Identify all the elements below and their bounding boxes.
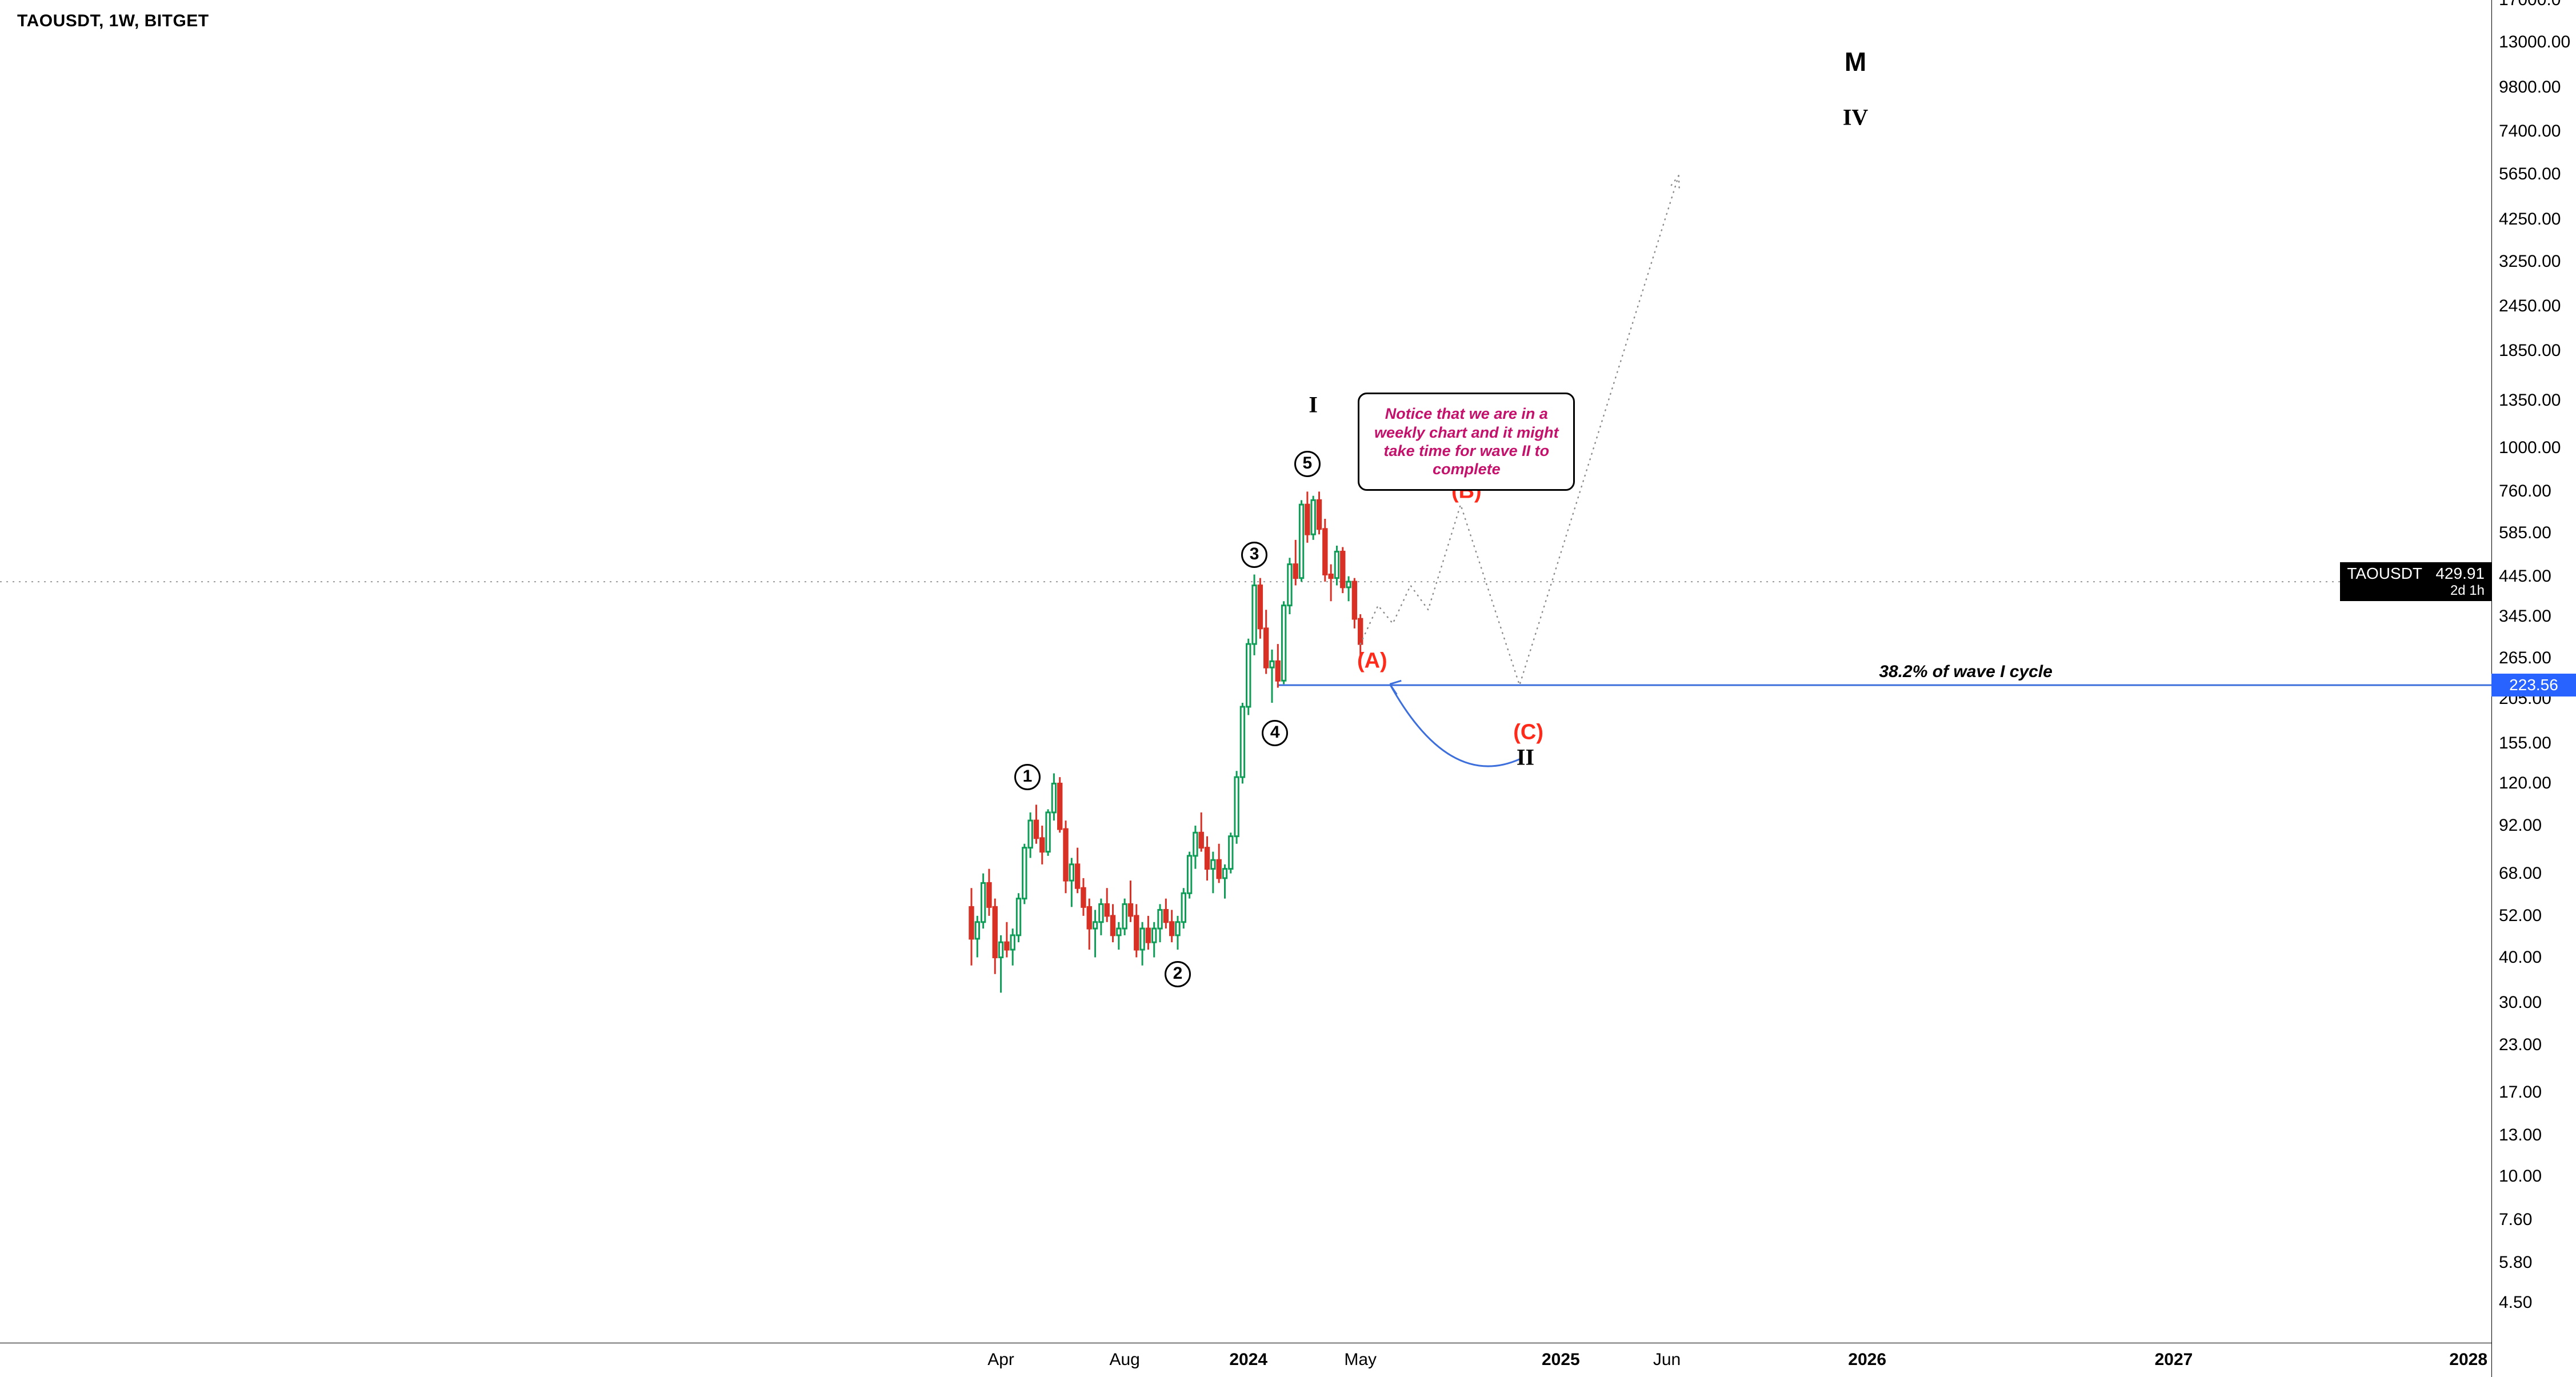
fib-line-label: 38.2% of wave I cycle — [1879, 662, 2053, 682]
y-tick: 68.00 — [2499, 864, 2542, 883]
y-tick: 4250.00 — [2499, 210, 2561, 229]
y-tick: 7.60 — [2499, 1210, 2532, 1230]
current-price-badge: TAOUSDT 429.91 2d 1h — [2340, 562, 2491, 601]
wave-label-3: 3 — [1241, 542, 1267, 568]
y-tick: 13.00 — [2499, 1126, 2542, 1145]
annotation-callout: Notice that we are in a weekly chart and… — [1358, 393, 1575, 491]
x-tick: Apr — [987, 1350, 1014, 1370]
wave-label-II: II — [1517, 743, 1534, 770]
y-tick: 40.00 — [2499, 948, 2542, 967]
wave-label-IV: IV — [1843, 104, 1868, 131]
y-tick: 1850.00 — [2499, 341, 2561, 361]
y-tick: 585.00 — [2499, 523, 2551, 543]
x-tick: May — [1344, 1350, 1377, 1370]
y-tick: 92.00 — [2499, 816, 2542, 835]
y-tick: 1000.00 — [2499, 438, 2561, 458]
wave-label-4: 4 — [1262, 720, 1288, 746]
x-tick: 2026 — [1848, 1350, 1886, 1370]
wave-label-5: 5 — [1294, 451, 1321, 477]
x-tick: 2028 — [2449, 1350, 2487, 1370]
y-tick: 17000.0 — [2499, 0, 2561, 10]
wave-label-C: (C) — [1513, 720, 1543, 744]
badge-countdown: 2d 1h — [2347, 583, 2485, 599]
x-tick: 2025 — [1542, 1350, 1580, 1370]
y-tick: 2450.00 — [2499, 297, 2561, 316]
y-tick: 10.00 — [2499, 1167, 2542, 1186]
y-tick: 9800.00 — [2499, 78, 2561, 97]
wave-label-2: 2 — [1165, 961, 1191, 987]
fib-price-badge: 223.56 — [2491, 674, 2576, 696]
wave-label-A: (A) — [1357, 649, 1387, 674]
y-tick: 120.00 — [2499, 774, 2551, 793]
y-tick: 760.00 — [2499, 482, 2551, 501]
y-tick: 345.00 — [2499, 607, 2551, 626]
x-tick: Jun — [1653, 1350, 1681, 1370]
y-tick: 5650.00 — [2499, 165, 2561, 184]
badge-symbol: TAOUSDT — [2347, 565, 2422, 583]
y-tick: 5.80 — [2499, 1253, 2532, 1272]
x-tick: Aug — [1109, 1350, 1139, 1370]
y-tick: 265.00 — [2499, 649, 2551, 668]
y-tick: 52.00 — [2499, 906, 2542, 926]
wave-label-I: I — [1309, 391, 1318, 418]
wave-label-1: 1 — [1014, 764, 1041, 790]
y-tick: 13000.00 — [2499, 33, 2570, 52]
y-tick: 7400.00 — [2499, 122, 2561, 141]
y-tick: 17.00 — [2499, 1083, 2542, 1102]
y-tick: 30.00 — [2499, 993, 2542, 1012]
y-tick: 445.00 — [2499, 567, 2551, 586]
y-tick: 4.50 — [2499, 1293, 2532, 1312]
x-axis: Apr Aug 2024 May 2025 Jun 2026 2027 2028 — [0, 1343, 2491, 1377]
x-tick: 2024 — [1229, 1350, 1267, 1370]
wave-label-M: M — [1845, 46, 1866, 77]
y-tick: 23.00 — [2499, 1035, 2542, 1055]
chart-plot-area[interactable]: 38.2% of wave I cycle12345I(A)(B)(C)IIIV… — [0, 0, 2491, 1343]
badge-value: 429.91 — [2435, 565, 2485, 582]
x-tick: 2027 — [2155, 1350, 2193, 1370]
y-tick: 1350.00 — [2499, 391, 2561, 410]
y-tick: 155.00 — [2499, 734, 2551, 753]
y-tick: 3250.00 — [2499, 252, 2561, 271]
